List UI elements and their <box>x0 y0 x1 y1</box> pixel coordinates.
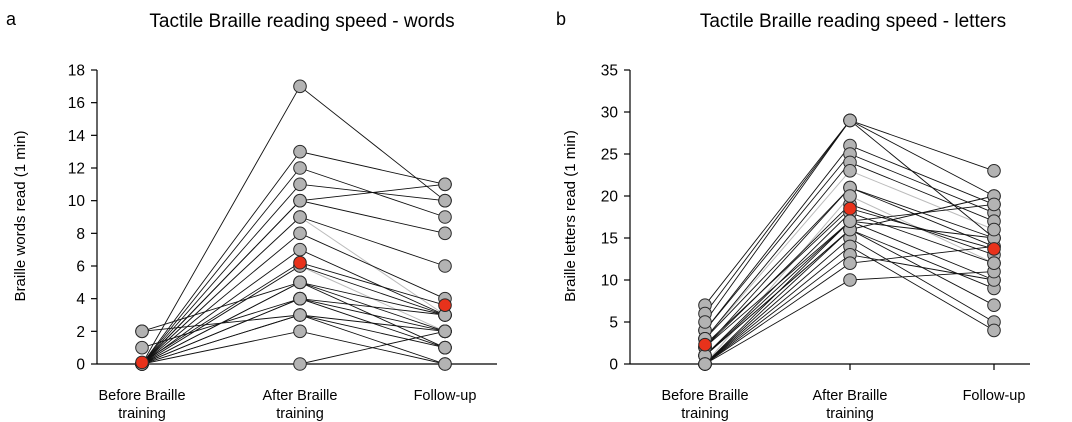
x-category-label: Follow-up <box>414 388 477 404</box>
subject-point <box>293 291 307 306</box>
subject-point <box>987 197 1001 212</box>
subject-point <box>293 226 307 241</box>
subject-point <box>293 242 307 257</box>
y-tick-label: 25 <box>601 147 618 164</box>
subject-point <box>438 357 452 371</box>
x-category-label: Before Braille training <box>661 388 748 422</box>
y-tick-label: 16 <box>68 95 85 112</box>
y-tick-label: 2 <box>76 324 85 341</box>
y-tick-label: 10 <box>601 273 619 290</box>
subject-point <box>293 308 307 322</box>
y-tick-label: 0 <box>609 357 618 374</box>
subject-point <box>293 193 307 208</box>
chart-title-letters: Tactile Braille reading speed - letters <box>700 11 1006 32</box>
x-category-label: After Braille training <box>263 388 338 422</box>
subject-point <box>438 193 452 208</box>
mean-point <box>843 201 857 216</box>
subject-point <box>293 324 307 339</box>
subject-point <box>987 164 1001 178</box>
subject-point <box>438 324 452 339</box>
y-tick-label: 8 <box>76 226 85 243</box>
y-tick-label: 4 <box>76 291 85 308</box>
panel-letter-a: a <box>6 9 17 29</box>
subject-point <box>987 256 1001 271</box>
subject-point <box>293 357 307 371</box>
subject-point <box>438 210 452 224</box>
subject-point <box>987 298 1001 313</box>
subject-point <box>293 210 307 224</box>
subject-point <box>843 113 857 128</box>
subject-point <box>438 340 452 355</box>
y-tick-label: 14 <box>68 128 86 145</box>
subject-point <box>843 256 857 271</box>
panel-letter-b: b <box>556 9 566 29</box>
y-tick-label: 35 <box>601 63 618 80</box>
y-tick-label: 18 <box>68 63 85 80</box>
y-tick-label: 0 <box>76 357 85 374</box>
subject-point <box>843 164 857 178</box>
mean-point <box>438 298 452 313</box>
x-category-label: Follow-up <box>963 388 1026 404</box>
y-tick-label: 6 <box>76 259 85 276</box>
subject-point <box>438 226 452 241</box>
panel-letters: b Tactile Braille reading speed - letter… <box>556 9 1030 422</box>
y-tick-label: 15 <box>601 231 618 248</box>
mean-point <box>698 337 712 352</box>
subject-point <box>293 275 307 290</box>
subject-point <box>293 79 307 94</box>
y-tick-label: 30 <box>601 105 619 122</box>
subject-point <box>843 189 857 203</box>
subject-point <box>135 324 149 339</box>
subject-point <box>987 222 1001 237</box>
y-tick-label: 12 <box>68 161 85 178</box>
mean-point <box>135 355 149 370</box>
subject-point <box>438 177 452 192</box>
subject-point <box>843 273 857 287</box>
subject-point <box>843 214 857 228</box>
y-axis-label-words: Braille words read (1 min) <box>12 131 29 302</box>
y-tick-label: 5 <box>609 315 618 332</box>
y-tick-label: 10 <box>68 193 86 210</box>
mean-point <box>293 255 307 270</box>
subject-point <box>293 144 307 159</box>
subject-point <box>293 177 307 192</box>
subject-point <box>438 259 452 273</box>
y-tick-label: 20 <box>601 189 619 206</box>
panel-words: a Tactile Braille reading speed - words … <box>6 9 497 422</box>
y-axis-label-letters: Braille letters read (1 min) <box>562 130 579 302</box>
subject-point <box>987 323 1001 338</box>
subject-point <box>698 357 712 371</box>
subject-point <box>698 315 712 329</box>
subject-point <box>135 340 149 355</box>
x-category-label: After Braille training <box>813 388 888 422</box>
subject-point <box>293 161 307 175</box>
chart-title-words: Tactile Braille reading speed - words <box>149 11 454 32</box>
mean-point <box>987 242 1001 256</box>
x-category-label: Before Braille training <box>98 388 185 422</box>
